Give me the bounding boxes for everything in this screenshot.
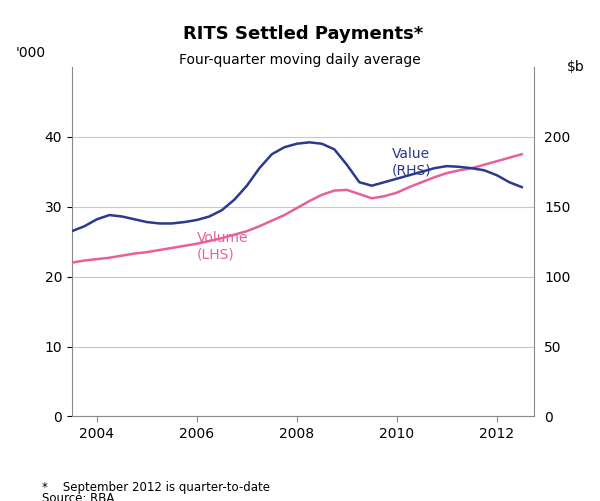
Text: Value
(RHS): Value (RHS) bbox=[392, 147, 431, 177]
Title: RITS Settled Payments*: RITS Settled Payments* bbox=[183, 25, 423, 43]
Text: Source: RBA: Source: RBA bbox=[42, 492, 115, 501]
Text: *    September 2012 is quarter-to-date: * September 2012 is quarter-to-date bbox=[42, 481, 270, 494]
Y-axis label: '000: '000 bbox=[15, 46, 46, 60]
Text: Volume
(LHS): Volume (LHS) bbox=[197, 231, 248, 262]
Text: Four-quarter moving daily average: Four-quarter moving daily average bbox=[179, 53, 421, 67]
Y-axis label: $b: $b bbox=[567, 60, 585, 74]
